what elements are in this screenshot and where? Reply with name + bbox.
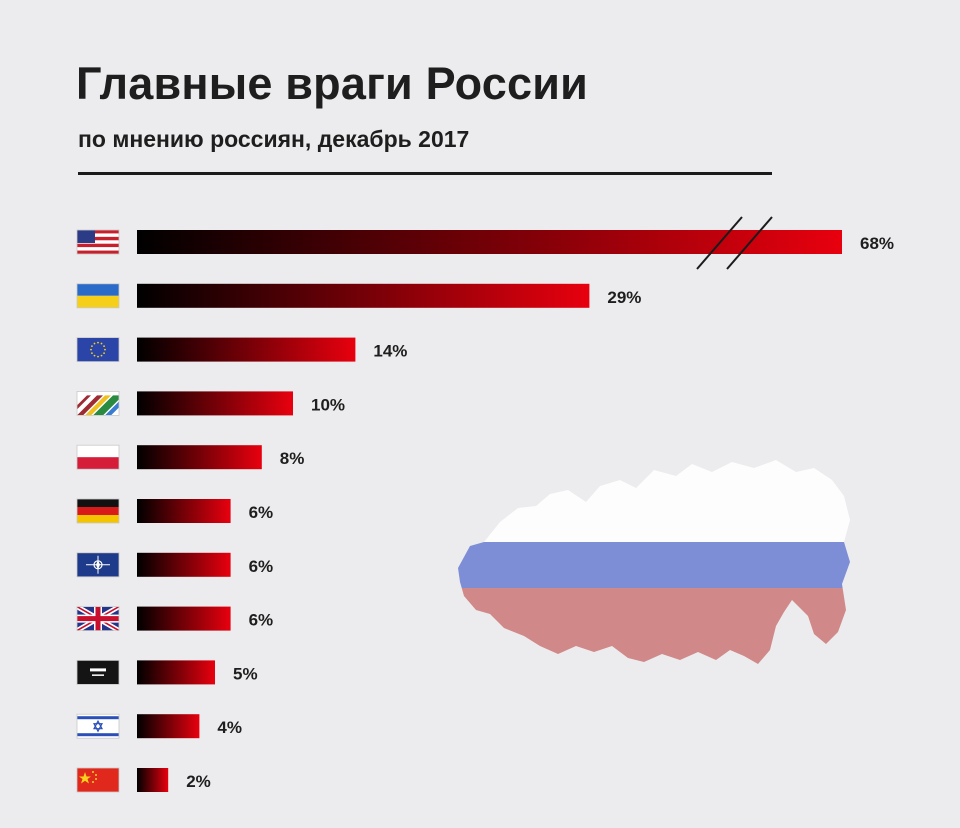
- bar: [137, 606, 231, 631]
- chart-row: Саудовская Аравия 5%: [76, 660, 258, 685]
- bar: [137, 445, 262, 470]
- flag-ukraine-icon: Украина: [77, 283, 119, 308]
- russia-flag-map-icon: [458, 460, 850, 664]
- chart-row: НАТО 6%: [76, 552, 274, 578]
- bar-value-label: 6%: [249, 557, 274, 576]
- flag-israel-icon: Израиль: [77, 714, 119, 739]
- bar-value-label: 5%: [233, 664, 258, 683]
- bar: [137, 499, 231, 523]
- bar: [137, 230, 842, 254]
- flag-usa-icon: США: [77, 230, 119, 254]
- flag-germany-icon: Германия: [77, 499, 119, 523]
- bar-value-label: 29%: [607, 288, 641, 307]
- chart-row: Израиль 4%: [76, 713, 242, 739]
- flag-eu-icon: ЕС: [77, 337, 119, 362]
- chart-subtitle: по мнению россиян, декабрь 2017: [78, 126, 470, 152]
- chart-row: Китай 2%: [76, 767, 211, 793]
- bar-value-label: 4%: [217, 718, 242, 737]
- flag-china-icon: Китай: [77, 768, 119, 792]
- bar-value-label: 10%: [311, 395, 345, 414]
- flag-baltic-icon: Прибалтика: [77, 391, 119, 416]
- bar-value-label: 8%: [280, 449, 305, 468]
- bar: [137, 337, 356, 362]
- chart-title: Главные враги России: [76, 58, 588, 109]
- bar: [137, 391, 293, 416]
- flag-poland-icon: Польша: [77, 445, 119, 470]
- bar-value-label: 14%: [373, 342, 407, 361]
- flag-uk-icon: Великобритания: [77, 606, 119, 631]
- title-divider: [78, 172, 772, 175]
- chart-row: Германия 6%: [76, 498, 274, 524]
- bar-value-label: 68%: [860, 234, 894, 253]
- bar: [137, 552, 231, 577]
- bar: [137, 714, 200, 739]
- chart-row: Украина 29%: [76, 283, 641, 309]
- chart-row: ЕС 14%: [76, 337, 407, 363]
- chart-row: США 68%: [76, 216, 894, 270]
- chart-row: Великобритания 6%: [76, 606, 274, 631]
- bar: [137, 768, 169, 792]
- bar-value-label: 2%: [186, 772, 211, 791]
- bar-value-label: 6%: [249, 503, 274, 522]
- flag-saudi-icon: Саудовская Аравия: [77, 660, 119, 685]
- chart-row: Польша 8%: [76, 444, 305, 470]
- bar-value-label: 6%: [249, 611, 274, 630]
- bar: [137, 283, 590, 308]
- axis-break-mark: [696, 216, 773, 270]
- chart-row: Прибалтика 10%: [76, 390, 345, 416]
- flag-nato-icon: НАТО: [77, 552, 119, 577]
- bar: [137, 660, 215, 685]
